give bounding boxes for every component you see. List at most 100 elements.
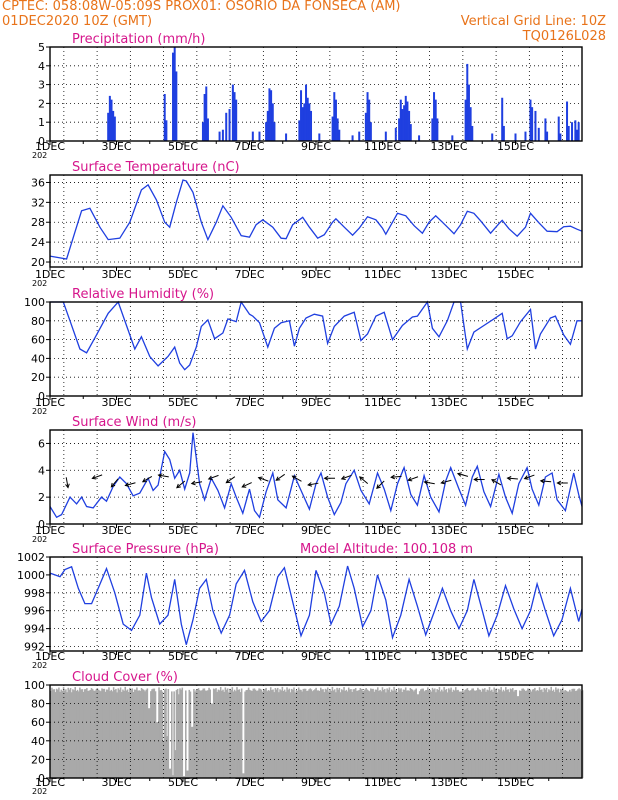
x-tick-label: 13DEC [430, 650, 467, 663]
series-line [50, 300, 582, 371]
cloud-cover-bar [435, 692, 437, 778]
cloud-cover-bar [337, 689, 340, 778]
cloud-cover-bar [164, 689, 166, 778]
cloud-cover-bar [271, 690, 273, 778]
precip-bar [331, 116, 334, 141]
cloud-cover-bar [138, 690, 141, 778]
cloud-cover-bar [514, 690, 516, 778]
cloud-cover-bar [269, 687, 272, 778]
cloud-cover-bar [551, 690, 554, 778]
cloud-cover-bar [115, 688, 117, 778]
cloud-cover-bar [287, 689, 289, 778]
cloud-cover-bar [418, 691, 421, 778]
cloud-cover-bar [438, 687, 441, 778]
cloud-cover-bar [475, 690, 478, 778]
cloud-cover-bar [472, 688, 475, 778]
precip-bar [567, 125, 570, 141]
cloud-cover-bar [103, 688, 106, 778]
precip-bar [107, 112, 110, 141]
cloud-cover-bar [485, 691, 487, 778]
cloud-cover-bar [172, 775, 174, 778]
precip-bar [434, 99, 437, 141]
cloud-cover-bar [211, 703, 214, 778]
cloud-cover-bar [261, 691, 264, 778]
y-tick-label: 0 [38, 390, 45, 403]
cloud-cover-bar [549, 690, 551, 778]
cloud-cover-bar [101, 688, 103, 778]
cloud-cover-bar [563, 691, 565, 778]
cloud-cover-bar [90, 688, 93, 778]
wind-arrow [340, 474, 352, 480]
cloud-cover-bar [311, 691, 314, 778]
cloud-cover-bar [324, 688, 327, 778]
wind-arrow-shaft [540, 480, 552, 483]
cloud-cover-bar [146, 688, 149, 778]
precip-bar [384, 131, 387, 141]
cloud-cover-bar [399, 689, 401, 778]
cloud-cover-bar [496, 692, 499, 778]
cloud-cover-bar [275, 689, 278, 778]
cloud-cover-bar [246, 689, 249, 778]
cloud-cover-bar [325, 689, 328, 778]
cloud-cover-bar [573, 688, 576, 778]
precip-bar [534, 110, 537, 141]
cloud-cover-bar [380, 691, 383, 778]
cloud-cover-bar [449, 689, 451, 778]
precip-bar [557, 116, 560, 141]
precip-bar [258, 131, 261, 141]
cloud-cover-bar [532, 689, 535, 778]
cloud-cover-bar [208, 687, 210, 778]
cloud-cover-bar [402, 689, 405, 778]
y-tick-label: 28 [31, 216, 45, 229]
cloud-cover-bar [373, 691, 376, 778]
y-tick-label: 32 [31, 196, 45, 209]
cloud-cover-bar [313, 690, 315, 778]
x-year-label: 202 [32, 787, 47, 796]
cloud-cover-bar [386, 688, 388, 778]
wind-arrow-shaft [524, 474, 535, 480]
cloud-cover-bar [545, 687, 548, 778]
wind-arrow-shaft [226, 476, 236, 484]
x-tick-label: 13DEC [430, 268, 467, 281]
x-tick-label: 9DEC [301, 140, 331, 153]
precip-bar [206, 118, 209, 141]
wind-arrow-head [358, 476, 364, 481]
cloud-cover-bar [159, 690, 161, 778]
wind-arrow-shaft [391, 475, 402, 478]
cloud-cover-bar [458, 691, 461, 778]
cloud-cover-bar [165, 688, 167, 778]
cloud-cover-bar [193, 688, 195, 778]
cloud-cover-bar [276, 687, 279, 778]
cloud-cover-bar [123, 690, 125, 778]
x-tick-label: 11DEC [364, 140, 401, 153]
x-tick-label: 15DEC [497, 140, 534, 153]
precip-bar [235, 99, 238, 141]
cloud-cover-bar [499, 689, 501, 778]
cloud-cover-bar [535, 691, 537, 778]
cloud-cover-bar [140, 688, 143, 778]
cloud-cover-bar [105, 689, 108, 778]
cloud-cover-bar [401, 692, 404, 778]
x-tick-label: 7DEC [234, 650, 264, 663]
cloud-cover-bar [367, 690, 370, 778]
cloud-cover-bar [559, 688, 562, 778]
cloud-cover-bar [108, 687, 110, 778]
cloud-cover-bar [377, 687, 379, 778]
precip-bar [268, 88, 271, 141]
cloud-cover-bar [150, 691, 152, 778]
cloud-cover-bar [273, 692, 276, 778]
wind-arrow [157, 473, 169, 478]
cloud-cover-bar [352, 689, 355, 778]
cloud-cover-bar [147, 708, 150, 778]
cloud-cover-bar [81, 689, 83, 778]
cloud-cover-bar [357, 690, 359, 778]
wind-arrow-shaft [359, 476, 369, 484]
x-tick-label: 13DEC [430, 524, 467, 537]
cloud-cover-bar [282, 690, 285, 778]
cloud-cover-bar [203, 688, 206, 778]
cloud-cover-bar [268, 690, 271, 778]
wind-arrow-head [506, 476, 512, 481]
cloud-cover-bar [281, 686, 284, 778]
cloud-cover-bar [556, 689, 558, 778]
cloud-cover-bar [454, 687, 457, 778]
